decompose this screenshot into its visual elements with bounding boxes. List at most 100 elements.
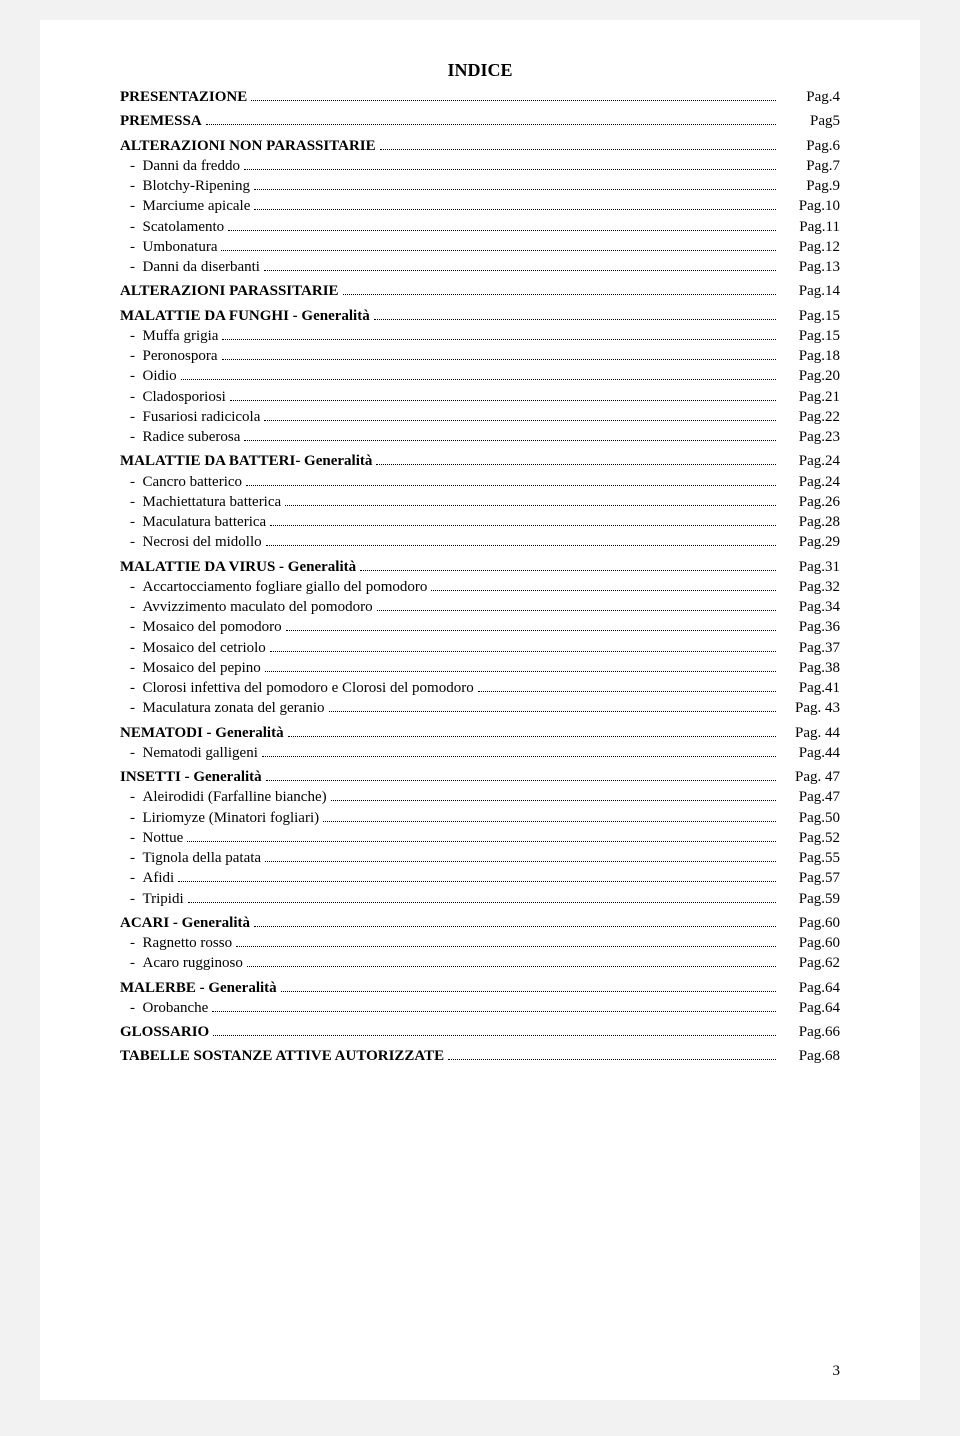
toc-item: Fusariosi radicicola Pag.22 xyxy=(120,407,840,427)
toc-page-ref: Pag.21 xyxy=(780,387,840,407)
toc-item: Tignola della patata Pag.55 xyxy=(120,848,840,868)
toc-item-label: Cladosporiosi xyxy=(148,387,226,407)
document-page: INDICE PRESENTAZIONEPag.4PREMESSAPag5ALT… xyxy=(40,20,920,1400)
toc-page-ref: Pag. 44 xyxy=(780,723,840,743)
toc-section-head: ACARI - GeneralitàPag.60 xyxy=(120,913,840,933)
toc-dots xyxy=(247,966,776,967)
toc-dots xyxy=(323,821,776,822)
toc-section-title: MALATTIE DA BATTERI- Generalità xyxy=(120,451,372,471)
toc-item-label: Nottue xyxy=(148,828,183,848)
toc-dots xyxy=(360,570,776,571)
table-of-contents: PRESENTAZIONEPag.4PREMESSAPag5ALTERAZION… xyxy=(120,87,840,1067)
toc-section: MALATTIE DA FUNGHI - GeneralitàPag.15Muf… xyxy=(120,306,840,448)
toc-page-ref: Pag.55 xyxy=(780,848,840,868)
toc-dots xyxy=(266,545,776,546)
toc-dots xyxy=(431,590,776,591)
toc-page-ref: Pag5 xyxy=(780,111,840,131)
toc-item: Necrosi del midollo Pag.29 xyxy=(120,532,840,552)
toc-item-label: Tripidi xyxy=(148,889,184,909)
toc-page-ref: Pag.15 xyxy=(780,326,840,346)
toc-item: Marciume apicalePag.10 xyxy=(120,196,840,216)
toc-item: Avvizzimento maculato del pomodoroPag.34 xyxy=(120,597,840,617)
toc-page-ref: Pag.31 xyxy=(780,557,840,577)
toc-dots xyxy=(377,610,776,611)
toc-section-title: NEMATODI - Generalità xyxy=(120,723,284,743)
toc-section: MALATTIE DA BATTERI- Generalità Pag.24Can… xyxy=(120,451,840,552)
toc-dots xyxy=(230,400,776,401)
toc-item-label: Necrosi del midollo xyxy=(148,532,262,552)
toc-item: UmbonaturaPag.12 xyxy=(120,237,840,257)
toc-item: Accartocciamento fogliare giallo del pom… xyxy=(120,577,840,597)
toc-item: Radice suberosaPag.23 xyxy=(120,427,840,447)
toc-item: OrobanchePag.64 xyxy=(120,998,840,1018)
toc-section-title: PRESENTAZIONE xyxy=(120,87,247,107)
toc-item-label: Maculatura zonata del geranio xyxy=(148,698,325,718)
toc-dots xyxy=(380,149,776,150)
toc-dots xyxy=(286,630,776,631)
toc-page-ref: Pag. 43 xyxy=(780,698,840,718)
toc-page-ref: Pag.24 xyxy=(780,451,840,471)
toc-section: GLOSSARIOPag.66 xyxy=(120,1022,840,1042)
toc-dots xyxy=(329,711,777,712)
toc-page-ref: Pag.29 xyxy=(780,532,840,552)
toc-page-ref: Pag.47 xyxy=(780,787,840,807)
toc-page-ref: Pag.64 xyxy=(780,978,840,998)
toc-item-label: Tignola della patata xyxy=(148,848,261,868)
toc-section-title: ACARI - Generalità xyxy=(120,913,250,933)
toc-section-head: TABELLE SOSTANZE ATTIVE AUTORIZZATEPag.6… xyxy=(120,1046,840,1066)
toc-dots xyxy=(244,440,776,441)
toc-item: Maculatura battericaPag.28 xyxy=(120,512,840,532)
toc-section: TABELLE SOSTANZE ATTIVE AUTORIZZATEPag.6… xyxy=(120,1046,840,1066)
toc-page-ref: Pag.10 xyxy=(780,196,840,216)
toc-section: NEMATODI - Generalità Pag. 44 Nematodi gal… xyxy=(120,723,840,764)
toc-item-label: Oidio xyxy=(148,366,177,386)
toc-page-ref: Pag.24 xyxy=(780,472,840,492)
toc-page-ref: Pag.66 xyxy=(780,1022,840,1042)
toc-page-ref: Pag.22 xyxy=(780,407,840,427)
toc-item: Mosaico del pomodoroPag.36 xyxy=(120,617,840,637)
toc-dots xyxy=(251,100,776,101)
toc-section-head: MALATTIE DA BATTERI- Generalità Pag.24 xyxy=(120,451,840,471)
toc-section-head: MALERBE - GeneralitàPag.64 xyxy=(120,978,840,998)
toc-item-label: Fusariosi radicicola xyxy=(148,407,260,427)
toc-item-label: Scatolamento xyxy=(148,217,224,237)
toc-dots xyxy=(212,1011,776,1012)
toc-dots xyxy=(288,736,776,737)
toc-section-title: ALTERAZIONI PARASSITARIE xyxy=(120,281,339,301)
toc-item: Cancro battericoPag.24 xyxy=(120,472,840,492)
toc-section: INSETTI - GeneralitàPag. 47Aleirodidi (F… xyxy=(120,767,840,909)
toc-section: ALTERAZIONI NON PARASSITARIEPag.6Danni d… xyxy=(120,136,840,278)
toc-dots xyxy=(264,270,776,271)
toc-item: Danni da freddoPag.7 xyxy=(120,156,840,176)
toc-page-ref: Pag.50 xyxy=(780,808,840,828)
toc-item: Acaro rugginosoPag.62 xyxy=(120,953,840,973)
toc-page-ref: Pag.23 xyxy=(780,427,840,447)
toc-item: Muffa grigia Pag.15 xyxy=(120,326,840,346)
toc-section-title: ALTERAZIONI NON PARASSITARIE xyxy=(120,136,376,156)
toc-item-label: Nematodi galligeni xyxy=(148,743,258,763)
toc-item-label: Blotchy-Ripening xyxy=(148,176,250,196)
toc-item: Aleirodidi (Farfalline bianche)Pag.47 xyxy=(120,787,840,807)
toc-section-head: NEMATODI - Generalità Pag. 44 xyxy=(120,723,840,743)
toc-item-label: Danni da diserbanti xyxy=(148,257,260,277)
toc-section: PRESENTAZIONE Pag.4 xyxy=(120,87,840,107)
toc-section-head: ALTERAZIONI NON PARASSITARIEPag.6 xyxy=(120,136,840,156)
toc-page-ref: Pag.13 xyxy=(780,257,840,277)
toc-item-label: Mosaico del cetriolo xyxy=(148,638,266,658)
toc-dots xyxy=(181,379,776,380)
toc-item-label: Muffa grigia xyxy=(148,326,218,346)
toc-section-head: GLOSSARIOPag.66 xyxy=(120,1022,840,1042)
toc-page-ref: Pag.26 xyxy=(780,492,840,512)
toc-dots xyxy=(266,780,776,781)
toc-page-ref: Pag.68 xyxy=(780,1046,840,1066)
toc-dots xyxy=(246,485,776,486)
toc-page-ref: Pag.11 xyxy=(780,217,840,237)
toc-page-ref: Pag.28 xyxy=(780,512,840,532)
toc-dots xyxy=(178,881,776,882)
toc-dots xyxy=(374,319,776,320)
toc-page-ref: Pag.15 xyxy=(780,306,840,326)
toc-page-ref: Pag.34 xyxy=(780,597,840,617)
toc-page-ref: Pag.57 xyxy=(780,868,840,888)
toc-page-ref: Pag.4 xyxy=(780,87,840,107)
toc-dots xyxy=(448,1059,776,1060)
